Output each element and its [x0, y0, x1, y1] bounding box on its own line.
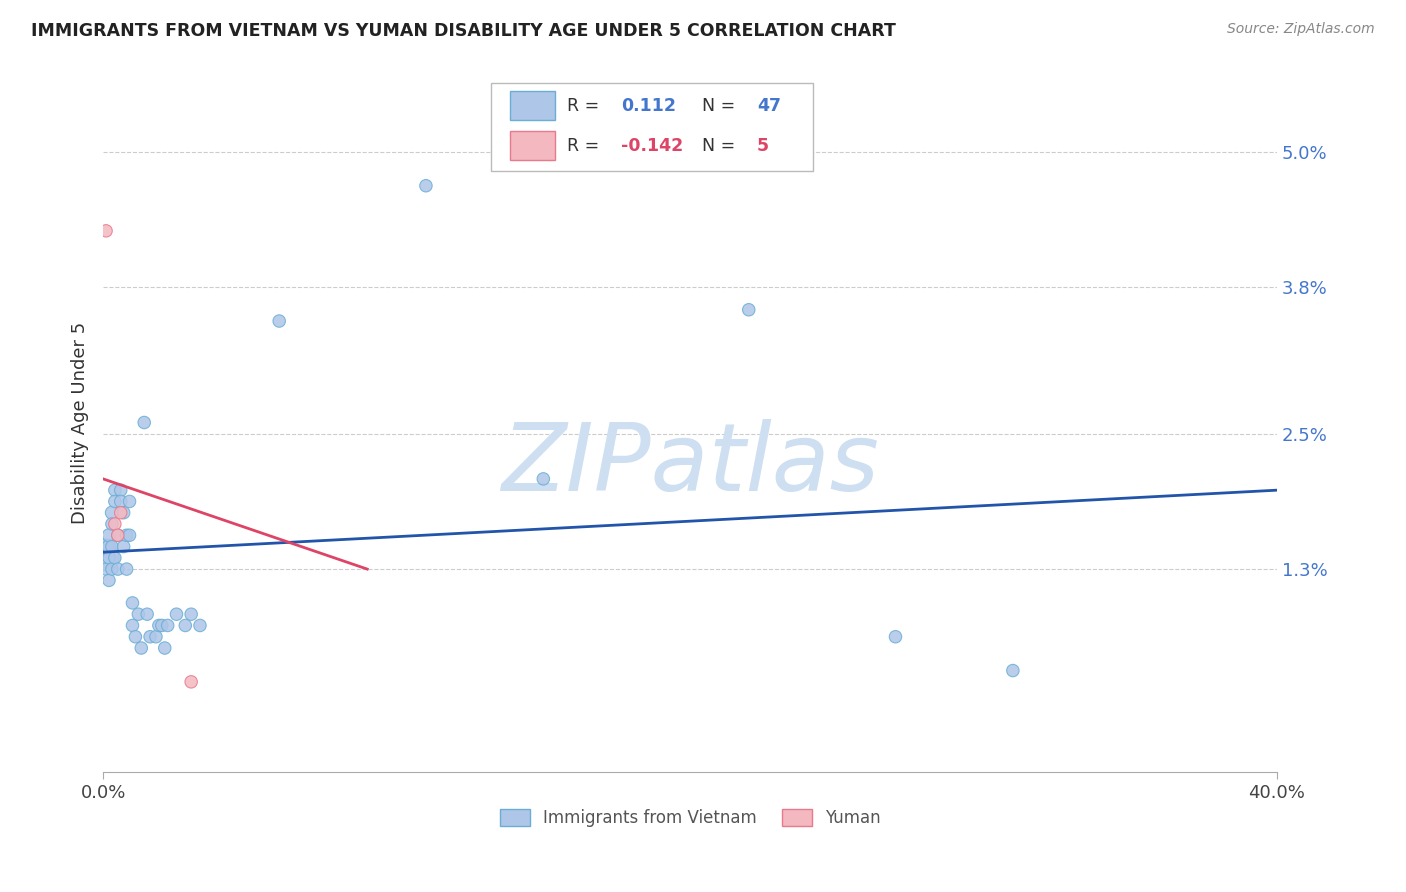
Point [174, 618, 197, 632]
Point [107, 562, 129, 576]
Text: R =: R = [567, 137, 599, 155]
Point [101, 516, 124, 531]
Point [415, 178, 437, 193]
Text: 0.112: 0.112 [621, 97, 676, 115]
Text: ZIPatlas: ZIPatlas [501, 419, 879, 510]
Point [139, 630, 162, 644]
Point [104, 494, 127, 508]
Point [110, 494, 132, 508]
Point [531, 472, 554, 486]
Text: N =: N = [702, 97, 735, 115]
Point [101, 562, 124, 576]
Point [153, 640, 176, 655]
Point [129, 640, 152, 655]
Point [107, 528, 129, 542]
Point [121, 618, 143, 632]
FancyBboxPatch shape [491, 84, 813, 171]
Point [98, 528, 121, 542]
Text: 5: 5 [756, 137, 769, 155]
Point [107, 528, 129, 542]
Point [134, 416, 156, 430]
Text: R =: R = [567, 97, 599, 115]
Point [115, 562, 138, 576]
Point [136, 607, 159, 622]
Point [121, 596, 143, 610]
Point [180, 674, 202, 689]
Point [112, 506, 135, 520]
Point [101, 506, 124, 520]
Point [188, 618, 211, 632]
Point [145, 630, 167, 644]
Legend: Immigrants from Vietnam, Yuman: Immigrants from Vietnam, Yuman [494, 802, 887, 834]
Text: IMMIGRANTS FROM VIETNAM VS YUMAN DISABILITY AGE UNDER 5 CORRELATION CHART: IMMIGRANTS FROM VIETNAM VS YUMAN DISABIL… [31, 22, 896, 40]
Y-axis label: Disability Age Under 5: Disability Age Under 5 [72, 321, 89, 524]
Point [115, 528, 138, 542]
Point [118, 494, 141, 508]
Point [118, 528, 141, 542]
Point [269, 314, 291, 328]
Point [104, 483, 127, 498]
Point [104, 516, 127, 531]
Point [94, 540, 117, 554]
Point [127, 607, 149, 622]
Point [156, 618, 179, 632]
Point [738, 302, 761, 317]
Point [112, 540, 135, 554]
Point [94, 550, 117, 565]
Bar [510, 91, 555, 120]
Point [110, 506, 132, 520]
Text: 47: 47 [756, 97, 780, 115]
Point [148, 618, 170, 632]
Point [884, 630, 907, 644]
Point [101, 540, 124, 554]
Text: N =: N = [702, 137, 735, 155]
Point [124, 630, 146, 644]
Bar [510, 131, 555, 161]
Point [98, 540, 121, 554]
Point [110, 483, 132, 498]
Point [166, 607, 188, 622]
Text: -0.142: -0.142 [621, 137, 683, 155]
Point [94, 562, 117, 576]
Point [180, 607, 202, 622]
Text: Source: ZipAtlas.com: Source: ZipAtlas.com [1227, 22, 1375, 37]
Point [104, 550, 127, 565]
Point [94, 224, 117, 238]
Point [98, 550, 121, 565]
Point [150, 618, 173, 632]
Point [1001, 664, 1024, 678]
Point [98, 574, 121, 588]
